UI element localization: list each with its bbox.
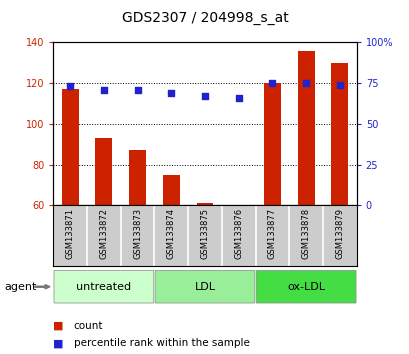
Text: ■: ■: [53, 338, 64, 348]
Text: untreated: untreated: [76, 282, 131, 292]
Point: [201, 93, 208, 99]
FancyBboxPatch shape: [54, 270, 153, 303]
Point: [268, 80, 275, 86]
FancyBboxPatch shape: [256, 270, 355, 303]
Text: ■: ■: [53, 321, 64, 331]
Text: LDL: LDL: [194, 282, 215, 292]
Point: [235, 95, 241, 101]
Bar: [196, 203, 213, 205]
Bar: [62, 89, 79, 205]
Text: GSM133872: GSM133872: [99, 208, 108, 259]
Text: ox-LDL: ox-LDL: [286, 282, 324, 292]
Bar: [297, 51, 314, 205]
Text: GSM133871: GSM133871: [65, 208, 74, 259]
Text: GSM133876: GSM133876: [234, 208, 243, 259]
FancyBboxPatch shape: [155, 270, 254, 303]
Text: GSM133878: GSM133878: [301, 208, 310, 259]
Text: percentile rank within the sample: percentile rank within the sample: [74, 338, 249, 348]
Bar: [129, 150, 146, 205]
Text: GDS2307 / 204998_s_at: GDS2307 / 204998_s_at: [121, 11, 288, 25]
Bar: [263, 83, 280, 205]
Point: [67, 84, 73, 89]
Bar: [330, 63, 347, 205]
Text: agent: agent: [4, 282, 36, 292]
Text: GSM133879: GSM133879: [335, 208, 344, 259]
Text: GSM133877: GSM133877: [267, 208, 276, 259]
Bar: [162, 175, 179, 205]
Text: GSM133875: GSM133875: [200, 208, 209, 259]
Bar: [95, 138, 112, 205]
Point: [336, 82, 342, 88]
Text: count: count: [74, 321, 103, 331]
Text: GSM133874: GSM133874: [166, 208, 175, 259]
Point: [168, 90, 174, 96]
Point: [134, 87, 141, 92]
Point: [100, 87, 107, 92]
Point: [302, 80, 309, 86]
Text: GSM133873: GSM133873: [133, 208, 142, 259]
